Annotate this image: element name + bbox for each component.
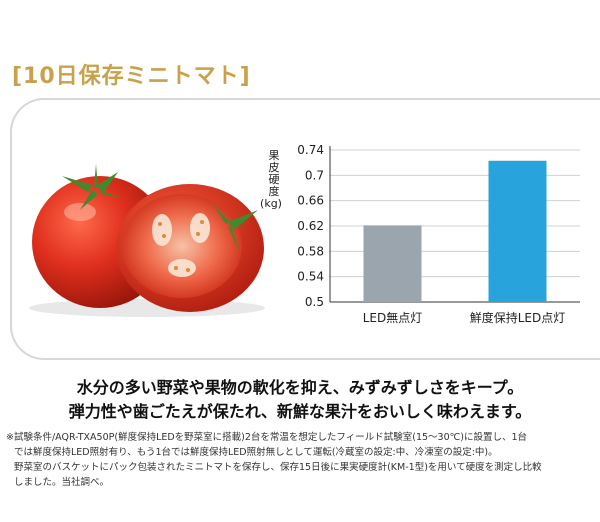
tomato-stem xyxy=(62,164,122,210)
tomato-image xyxy=(22,150,272,320)
y-tick-label: 0.74 xyxy=(297,143,324,157)
x-tick-label: LED無点灯 xyxy=(363,310,423,325)
y-tick-label: 0.58 xyxy=(297,244,324,258)
caption-line-2: 弾力性や歯ごたえが保たれ、新鮮な果汁をおいしく味わえます。 xyxy=(68,402,532,421)
y-tick-label: 0.5 xyxy=(305,295,324,309)
cut-tomato-face xyxy=(122,194,242,298)
x-tick-label: 鮮度保持LED点灯 xyxy=(470,310,566,325)
note-line: 野菜室のバスケットにパック包装されたミニトマトを保存し、保存15日後に果実硬度計… xyxy=(14,462,542,473)
y-tick-label: 0.62 xyxy=(297,219,324,233)
bar-chart: 0.74 0.7 0.66 0.62 0.58 0.54 0.5 LED無点灯 鮮度保持LED点… xyxy=(262,138,592,338)
test-conditions-note: ※試験条件/AQR-TXA50P(鮮度保持LEDを野菜室に搭載)2台を常温を想定… xyxy=(6,430,596,490)
page-title: [10日保存ミニトマト] xyxy=(12,64,251,89)
y-tick-label: 0.7 xyxy=(305,168,324,182)
bar xyxy=(488,160,547,302)
cut-tomato-stem xyxy=(212,204,258,254)
y-tick-label: 0.54 xyxy=(297,270,324,284)
bar xyxy=(363,225,422,302)
note-line: では鮮度保持LED照射有り、もう1台では鮮度保持LED照射無しとして運転(冷蔵室… xyxy=(14,447,498,458)
note-line: ※試験条件/AQR-TXA50P(鮮度保持LEDを野菜室に搭載)2台を常温を想定… xyxy=(6,432,528,443)
caption-line-1: 水分の多い野菜や果物の軟化を抑え、みずみずしさをキープ。 xyxy=(76,378,524,397)
y-tick-label: 0.66 xyxy=(297,194,324,208)
y-axis-label: 果 皮 硬 度 (kg) xyxy=(260,149,282,210)
note-line: しました。当社調べ。 xyxy=(14,477,110,488)
